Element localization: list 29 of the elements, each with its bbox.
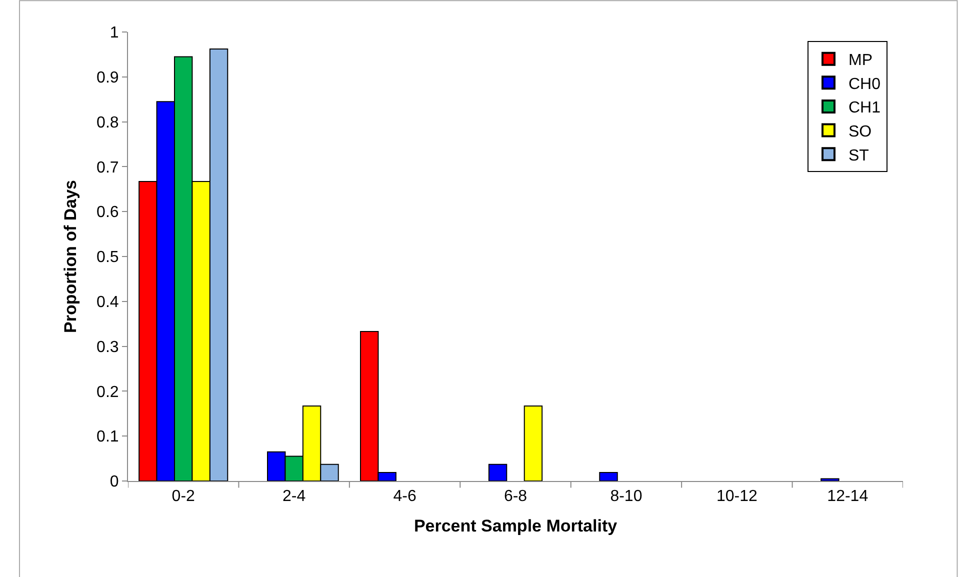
y-tick-label: 1 (110, 24, 119, 42)
y-tick-label: 0.6 (96, 204, 119, 222)
y-tick-label: 0.5 (96, 249, 119, 266)
x-tick-label: 2-4 (282, 488, 306, 506)
legend-label: ST (848, 147, 870, 164)
x-tick-label: 4-6 (393, 488, 416, 506)
y-tick-label: 0 (110, 474, 119, 491)
y-tick-label: 0.1 (96, 428, 119, 446)
legend-label: CH0 (848, 76, 881, 93)
y-tick-label: 0.3 (96, 338, 119, 356)
y-tick-label: 0.8 (96, 114, 119, 132)
x-tick-label: 8-10 (610, 488, 642, 506)
y-tick-label: 0.9 (96, 70, 119, 86)
x-tick-label: 0-2 (172, 488, 196, 506)
legend-label: CH1 (848, 100, 881, 117)
bar (820, 478, 840, 481)
y-tick-label: 0.4 (96, 294, 119, 311)
x-axis-title: Percent Sample Mortality (414, 516, 618, 536)
y-tick-label: 0.2 (96, 384, 119, 401)
x-tick-label: 10-12 (716, 488, 758, 506)
x-tick-label: 12-14 (827, 488, 868, 506)
legend-label: SO (848, 124, 872, 141)
y-axis-title: Proportion of Days (61, 180, 80, 334)
bar (488, 464, 508, 481)
legend-label: MP (848, 52, 872, 70)
x-tick-label: 6-8 (504, 488, 528, 506)
bar (524, 406, 543, 481)
bar (599, 472, 618, 481)
y-tick-label: 0.7 (96, 159, 119, 176)
